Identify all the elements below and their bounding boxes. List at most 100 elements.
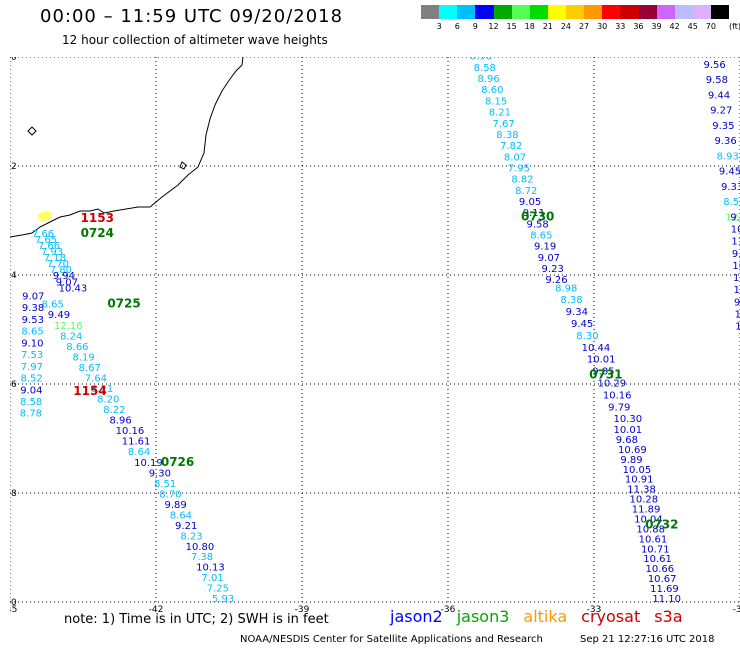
wave-height-value: 9.53 [22,315,44,326]
wave-height-value: 10.88 [636,524,665,535]
lat-tick-label: -30 [10,598,17,608]
wave-height-value: 10.69 [618,445,647,456]
wave-height-value: 9.85 [592,367,614,378]
wave-height-value: 7.53 [21,350,43,361]
pass-time-label: 1154 [73,384,106,398]
wave-height-value: 9.33 [721,182,740,193]
wave-height-value: 9.60 [730,213,740,224]
wave-height-value: 7.65 [35,235,57,246]
wave-height-value: 8.72 [515,186,537,197]
wave-height-value: 11.10 [652,594,681,605]
color-swatch [620,5,639,19]
wave-height-value: 9.34 [566,307,588,318]
lon-tick-label: -42 [149,605,164,615]
color-swatch [656,5,675,19]
wave-height-value: 9.36 [714,136,736,147]
wave-height-value: 8.51 [154,479,176,490]
lat-tick-label: -28 [10,489,17,499]
wave-height-value: 9.89 [165,500,187,511]
wave-height-value: 10.30 [613,414,642,425]
wave-height-value: 10.05 [623,465,652,476]
color-swatch [457,5,476,19]
wave-height-value: 10.2 [732,261,740,272]
wave-height-value: 8.38 [560,295,582,306]
wave-height-value: 10.61 [639,534,668,545]
wave-height-value: 10.91 [625,475,654,486]
wave-height-value: 8.98 [555,283,577,294]
wave-height-value: 9.21 [175,521,197,532]
color-swatch [547,5,566,19]
wave-height-value: 8.07 [504,152,526,163]
color-swatch [602,5,621,19]
wave-height-value: 10.13 [196,563,225,574]
color-swatch [638,5,657,19]
wave-height-value: 7.82 [500,141,522,152]
wave-height-value: 8.19 [72,352,94,363]
pass-time-label: 0731 [589,368,622,382]
lon-tick-label: -30 [733,605,740,615]
wave-height-value: 7.93 [41,247,63,258]
wave-height-value: 8.15 [485,96,507,107]
wave-height-value: 9.07 [538,253,560,264]
wave-height-value: 8.20 [97,395,119,406]
wave-height-value: 9.26 [545,275,567,286]
wave-height-value: 9.45 [719,167,740,178]
color-scale-tick: 36 [633,22,644,31]
color-scale-tick: 33 [615,22,626,31]
wave-height-value: 10.04 [634,514,663,525]
wave-height-value: 10.80 [186,542,215,553]
wave-height-value: 7.70 [47,259,69,270]
wave-height-value: 9.27 [710,106,732,117]
color-scale-tick: 24 [560,22,572,31]
wave-height-value: 9.49 [48,310,70,321]
wave-height-value: 10.61 [643,554,672,565]
wave-height-value: 10.43 [59,283,88,294]
wave-height-value: 10.15 [731,225,740,236]
color-scale-bar [421,5,730,19]
wave-height-value: 9.94 [53,271,75,282]
wave-height-value: 9.68 [616,435,638,446]
pass-time-label: 0730 [521,210,554,224]
wave-height-value: 9.44 [708,90,730,101]
wave-height-value: 8.93 [717,151,739,162]
color-scale-tick: 70 [705,22,716,31]
color-swatch [529,5,548,19]
wave-height-value: 10.01 [613,425,642,436]
wave-height-value: 8.78 [20,409,42,420]
credit-line: NOAA/NESDIS Center for Satellite Applica… [240,634,543,645]
wave-height-value: 10.44 [582,343,611,354]
wave-height-value: 8.65 [21,327,43,338]
color-swatch [475,5,494,19]
wave-height-map[interactable]: -20-22-24-26-28-30-45-42-39-36-33-30 7.6… [10,57,740,617]
wave-height-value: 5.93 [212,594,234,605]
wave-height-value: 8.24 [60,331,82,342]
color-scale-tick: 39 [651,22,662,31]
wave-height-value: 9.23 [542,264,564,275]
wave-height-value: 8.30 [576,331,598,342]
wave-height-value: 9.04 [20,385,42,396]
color-swatch [439,5,458,19]
wave-height-value: 7.66 [38,241,60,252]
wave-height-value: 9.30 [149,469,171,480]
color-scale-ticks: 3 6 9 12 15 18 21 24 27 30 33 36 39 42 45 70 (ft) [421,22,740,34]
color-scale-tick: 6 [454,22,460,31]
altimeter-tracks: 7.667.657.667.937.187.707.809.949.0710.4… [20,57,740,605]
coastline [10,57,244,238]
lat-tick-label: -26 [10,380,17,390]
color-swatch [584,5,603,19]
color-swatch [711,5,730,19]
color-scale-tick: 30 [597,22,608,31]
wave-height-value: 9.79 [608,402,630,413]
wave-height-value: 8.70 [159,490,181,501]
wave-height-value: 9.58 [526,219,548,230]
wave-height-value: 9.89 [620,455,642,466]
island-outline [27,126,37,136]
wave-height-value: 7.38 [191,552,213,563]
color-swatch [674,5,693,19]
units-note: note: 1) Time is in UTC; 2) SWH is in fe… [64,612,329,627]
pass-time-label: 0729 [497,57,530,60]
wave-height-value: 8.21 [489,108,511,119]
wave-height-value: 7.25 [207,584,229,595]
wave-height-value: 7.01 [201,573,223,584]
